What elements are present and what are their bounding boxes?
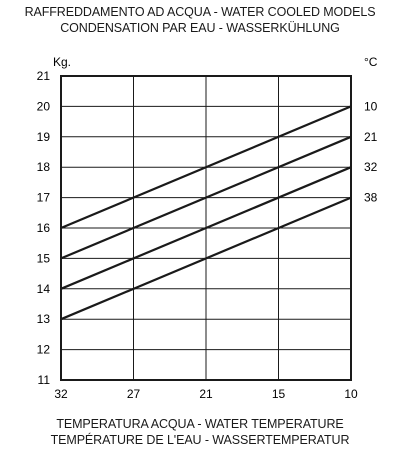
x-tick-10: 10 (344, 387, 358, 401)
x-axis-ticks: 32 27 21 15 10 (54, 387, 358, 401)
series-line-32 (60, 166, 352, 290)
chart-title-line-2: CONDENSATION PAR EAU - WASSERKÜHLUNG (60, 21, 340, 35)
x-axis-label-line-1: TEMPERATURA ACQUA - WATER TEMPERATURE (56, 417, 344, 431)
y-tick-16: 16 (37, 221, 51, 235)
y-tick-14: 14 (37, 282, 51, 296)
x-tick-27: 27 (127, 387, 141, 401)
series-label-10: 10 (364, 99, 378, 113)
series-line-10 (60, 105, 352, 230)
y-tick-11: 11 (38, 373, 51, 387)
y-axis-label: Kg. (53, 55, 71, 69)
x-tick-15: 15 (272, 387, 286, 401)
y-tick-20: 20 (37, 99, 51, 113)
x-tick-32: 32 (54, 387, 68, 401)
series-label-32: 32 (364, 160, 378, 174)
y-tick-21: 21 (37, 69, 51, 83)
series-lines (60, 105, 352, 321)
y-axis-ticks: 21 20 19 18 17 16 15 14 13 12 11 (37, 69, 51, 387)
y-tick-17: 17 (37, 191, 51, 205)
y-tick-18: 18 (37, 160, 51, 174)
x-axis-label-line-2: TEMPÉRATURE DE L'EAU - WASSERTEMPERATUR (50, 433, 350, 447)
series-label-38: 38 (364, 191, 378, 205)
y-tick-19: 19 (37, 130, 51, 144)
x-tick-21: 21 (199, 387, 213, 401)
y-tick-13: 13 (37, 312, 51, 326)
series-label-21: 21 (364, 130, 378, 144)
y-tick-12: 12 (37, 343, 51, 357)
chart-title-line-1: RAFFREDDAMENTO AD ACQUA - WATER COOLED M… (24, 5, 376, 19)
series-labels: 10 21 32 38 (364, 99, 378, 204)
series-line-38 (60, 196, 352, 321)
series-unit-label: °C (364, 55, 378, 69)
series-line-21 (60, 135, 352, 260)
y-tick-15: 15 (37, 251, 51, 265)
